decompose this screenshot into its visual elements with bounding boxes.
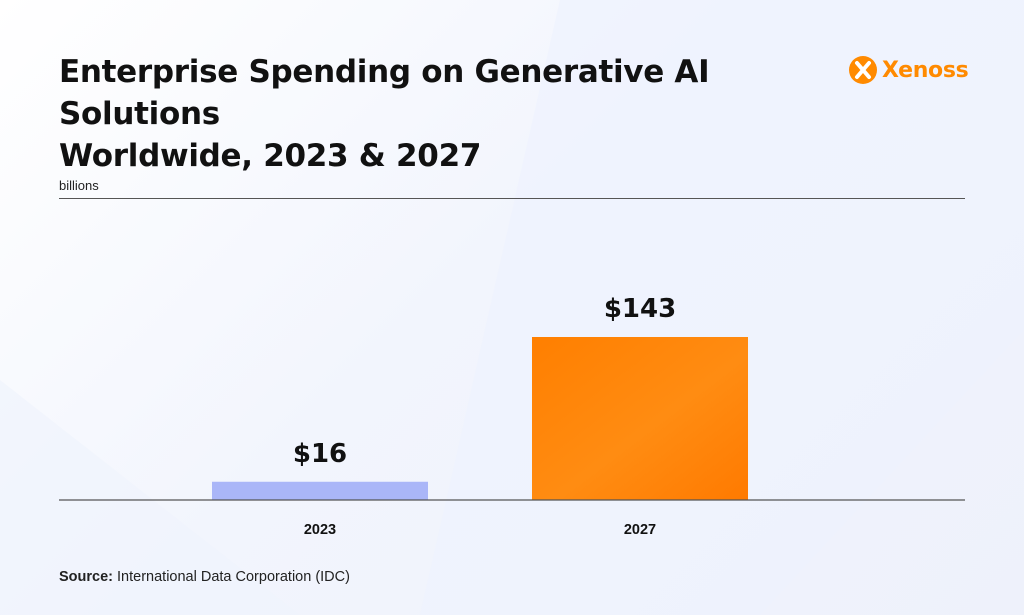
bar-2027 — [532, 337, 748, 500]
unit-label: billions — [59, 178, 99, 193]
header-divider — [59, 198, 965, 199]
value-label-2023: $16 — [293, 439, 347, 469]
x-tick-label-2027: 2027 — [624, 522, 656, 538]
chart-title-line2: Worldwide, 2023 & 2027 — [59, 138, 482, 174]
source-text: International Data Corporation (IDC) — [117, 569, 350, 585]
chart-title-line1: Enterprise Spending on Generative AI Sol… — [59, 54, 710, 132]
brand-logo: Xenoss — [848, 55, 969, 85]
xenoss-logo-icon — [849, 56, 877, 84]
x-tick-label-2023: 2023 — [304, 522, 336, 538]
source-note: Source: International Data Corporation (… — [59, 569, 350, 585]
value-label-2027: $143 — [604, 294, 676, 324]
bar-2023 — [212, 481, 428, 500]
chart-title: Enterprise Spending on Generative AI Sol… — [59, 51, 819, 177]
logo-text: Xenoss — [882, 57, 969, 83]
source-label: Source: — [59, 569, 113, 585]
